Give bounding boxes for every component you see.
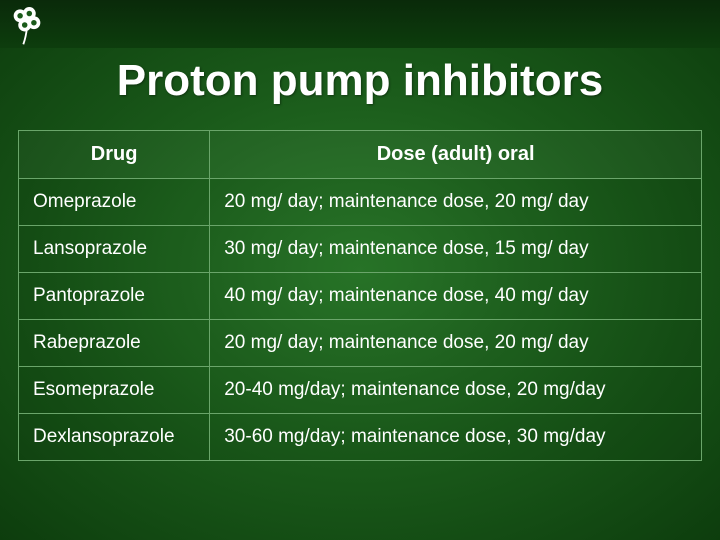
cell-drug: Omeprazole [19, 179, 210, 226]
cell-drug: Pantoprazole [19, 273, 210, 320]
table-header-row: Drug Dose (adult) oral [19, 131, 702, 179]
cell-dose: 30 mg/ day; maintenance dose, 15 mg/ day [210, 226, 702, 273]
table-row: Rabeprazole 20 mg/ day; maintenance dose… [19, 320, 702, 367]
top-banner [0, 0, 720, 48]
table-row: Dexlansoprazole 30-60 mg/day; maintenanc… [19, 414, 702, 461]
table-row: Lansoprazole 30 mg/ day; maintenance dos… [19, 226, 702, 273]
table-row: Omeprazole 20 mg/ day; maintenance dose,… [19, 179, 702, 226]
clover-icon [4, 2, 50, 48]
page-title: Proton pump inhibitors [0, 56, 720, 106]
table-row: Esomeprazole 20-40 mg/day; maintenance d… [19, 367, 702, 414]
col-header-dose: Dose (adult) oral [210, 131, 702, 179]
dose-table-container: Drug Dose (adult) oral Omeprazole 20 mg/… [18, 130, 702, 461]
cell-drug: Dexlansoprazole [19, 414, 210, 461]
cell-dose: 20 mg/ day; maintenance dose, 20 mg/ day [210, 320, 702, 367]
col-header-drug: Drug [19, 131, 210, 179]
cell-drug: Lansoprazole [19, 226, 210, 273]
cell-dose: 20-40 mg/day; maintenance dose, 20 mg/da… [210, 367, 702, 414]
cell-drug: Rabeprazole [19, 320, 210, 367]
table-row: Pantoprazole 40 mg/ day; maintenance dos… [19, 273, 702, 320]
cell-drug: Esomeprazole [19, 367, 210, 414]
cell-dose: 40 mg/ day; maintenance dose, 40 mg/ day [210, 273, 702, 320]
cell-dose: 20 mg/ day; maintenance dose, 20 mg/ day [210, 179, 702, 226]
cell-dose: 30-60 mg/day; maintenance dose, 30 mg/da… [210, 414, 702, 461]
dose-table: Drug Dose (adult) oral Omeprazole 20 mg/… [18, 130, 702, 461]
